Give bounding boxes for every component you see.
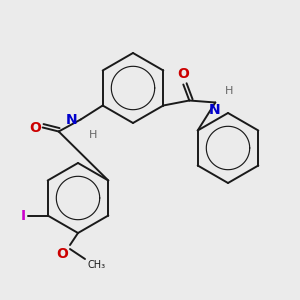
Text: CH₃: CH₃ bbox=[87, 260, 105, 270]
Text: O: O bbox=[177, 68, 189, 82]
Text: H: H bbox=[225, 86, 234, 97]
Text: O: O bbox=[29, 121, 41, 134]
Text: O: O bbox=[56, 247, 68, 261]
Text: I: I bbox=[21, 208, 26, 223]
Text: N: N bbox=[208, 103, 220, 118]
Text: H: H bbox=[89, 130, 97, 140]
Text: N: N bbox=[66, 112, 78, 127]
